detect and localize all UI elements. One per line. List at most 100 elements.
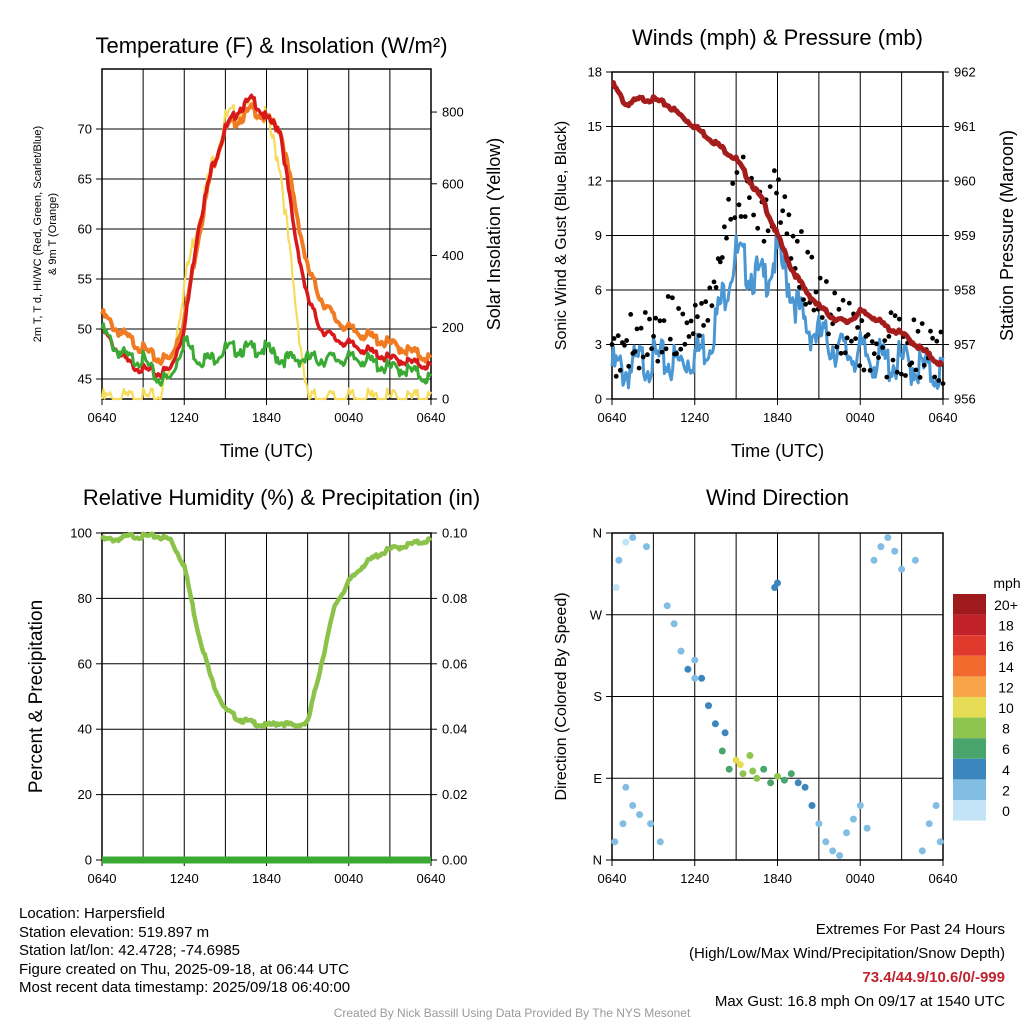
x-tick-label: 0640	[417, 410, 446, 425]
direction-point	[822, 838, 830, 846]
y-right-tick-label: 961	[954, 119, 976, 134]
gust-point	[894, 369, 900, 375]
gust-point	[655, 358, 661, 364]
direction-point	[698, 674, 706, 682]
y-right-tick-label: 0.02	[442, 787, 467, 802]
legend-label: 2	[1002, 782, 1010, 798]
gust-point	[794, 238, 800, 244]
max-gust-text: Max Gust: 16.8 mph On 09/17 at 1540 UTC	[714, 993, 1005, 1010]
gust-point	[884, 374, 890, 380]
direction-point	[891, 547, 899, 555]
y-right-tick-label: 0.06	[442, 656, 467, 671]
gust-point	[726, 196, 731, 202]
y-right-tick-label: 800	[442, 105, 464, 120]
gust-point	[628, 312, 634, 317]
gust-point	[903, 373, 908, 378]
gust-point	[730, 181, 736, 186]
gust-point	[657, 318, 663, 324]
gust-point	[659, 349, 665, 355]
direction-point	[622, 538, 630, 546]
plot-frame	[611, 532, 944, 861]
gust-point	[740, 154, 746, 160]
credit-text: Created By Nick Bassill Using Data Provi…	[333, 1006, 691, 1020]
gust-point	[919, 321, 925, 326]
extremes-title: Extremes For Past 24 Hours	[815, 921, 1005, 938]
direction-point	[663, 602, 671, 610]
y-tick-label: 80	[78, 591, 92, 606]
gust-point	[790, 233, 796, 239]
extremes-values: 73.4/44.9/10.6/0/-999	[862, 969, 1005, 986]
gust-point	[747, 195, 752, 201]
direction-point	[856, 802, 864, 809]
gust-point	[861, 367, 867, 373]
gust-point	[682, 341, 688, 347]
legend-swatch	[953, 676, 986, 697]
gust-point	[676, 306, 681, 311]
gust-point	[649, 346, 654, 352]
gust-point	[697, 333, 702, 338]
direction-point	[749, 767, 757, 775]
direction-point	[622, 783, 630, 791]
gust-point	[742, 214, 748, 220]
humidity-panel: 0 20 40 60 80 100 0.00 0.02 0.04 0.06 0.08 0.10 0640…	[26, 485, 480, 886]
gust-point	[811, 307, 817, 313]
y-tick-label: 9	[595, 228, 602, 243]
gust-point	[871, 351, 877, 357]
x-axis-label: Time (UTC)	[220, 441, 313, 461]
direction-point	[739, 770, 747, 778]
gust-point	[909, 360, 915, 366]
direction-point	[629, 802, 637, 809]
gust-point	[826, 331, 831, 337]
y-axis-label: Percent & Precipitation	[26, 600, 47, 793]
x-tick-label: 1240	[170, 410, 199, 425]
gust-point	[686, 334, 692, 339]
gust-point	[695, 314, 700, 320]
direction-point	[629, 534, 637, 541]
y-tick-label: N	[593, 853, 602, 868]
gust-point	[855, 325, 860, 330]
direction-point	[612, 584, 620, 591]
wind-panel: 0 3 6 9 12 15 18 956 957 958 959 960 961 962 0640 1240 1…	[553, 25, 1017, 461]
x-axis-label: Time (UTC)	[731, 441, 824, 461]
legend-swatch	[953, 800, 986, 821]
gust-point	[774, 190, 779, 196]
y-tick-label: N	[593, 526, 602, 541]
temperature-panel: 0640 1240 1840 0040 0640 45 50 55 60 65 70 0 200 400 6…	[32, 33, 504, 461]
gust-point	[709, 303, 715, 309]
gust-point	[892, 313, 898, 319]
gust-point	[642, 310, 648, 315]
y-tick-label: 0	[85, 853, 92, 868]
gust-point	[797, 284, 802, 290]
direction-point	[863, 824, 871, 832]
gust-point	[911, 317, 917, 323]
gust-point	[699, 301, 704, 306]
direction-point	[615, 556, 623, 564]
extremes-subtitle: (High/Low/Max Wind/Precipitation/Snow De…	[689, 945, 1005, 962]
gust-point	[711, 279, 717, 285]
y-tick-label: 70	[78, 122, 92, 137]
gust-point	[670, 295, 675, 301]
gust-point	[838, 350, 844, 356]
plot-frame	[611, 71, 944, 400]
legend-swatch	[953, 779, 986, 800]
direction-point	[911, 556, 919, 564]
extremes-info: Extremes For Past 24 Hours (High/Low/Max…	[689, 918, 1005, 1014]
gust-point	[817, 275, 823, 281]
gust-point	[663, 346, 669, 352]
gust-point	[799, 229, 804, 234]
gust-point	[665, 294, 671, 299]
y-right-tick-label: 958	[954, 283, 976, 298]
gust-point	[780, 208, 786, 214]
gust-point	[713, 285, 719, 290]
gust-point	[865, 332, 871, 338]
direction-point	[732, 756, 740, 764]
direction-point	[774, 772, 781, 780]
direction-point	[753, 774, 761, 782]
latlon-text: Station lat/lon: 42.4728; -74.6985	[19, 942, 241, 959]
direction-point	[760, 765, 768, 773]
x-tick-label: 0040	[846, 871, 875, 886]
t2m-line	[100, 93, 433, 379]
y-tick-label: 40	[78, 722, 92, 737]
gust-point	[724, 235, 729, 241]
gust-point	[765, 228, 771, 234]
